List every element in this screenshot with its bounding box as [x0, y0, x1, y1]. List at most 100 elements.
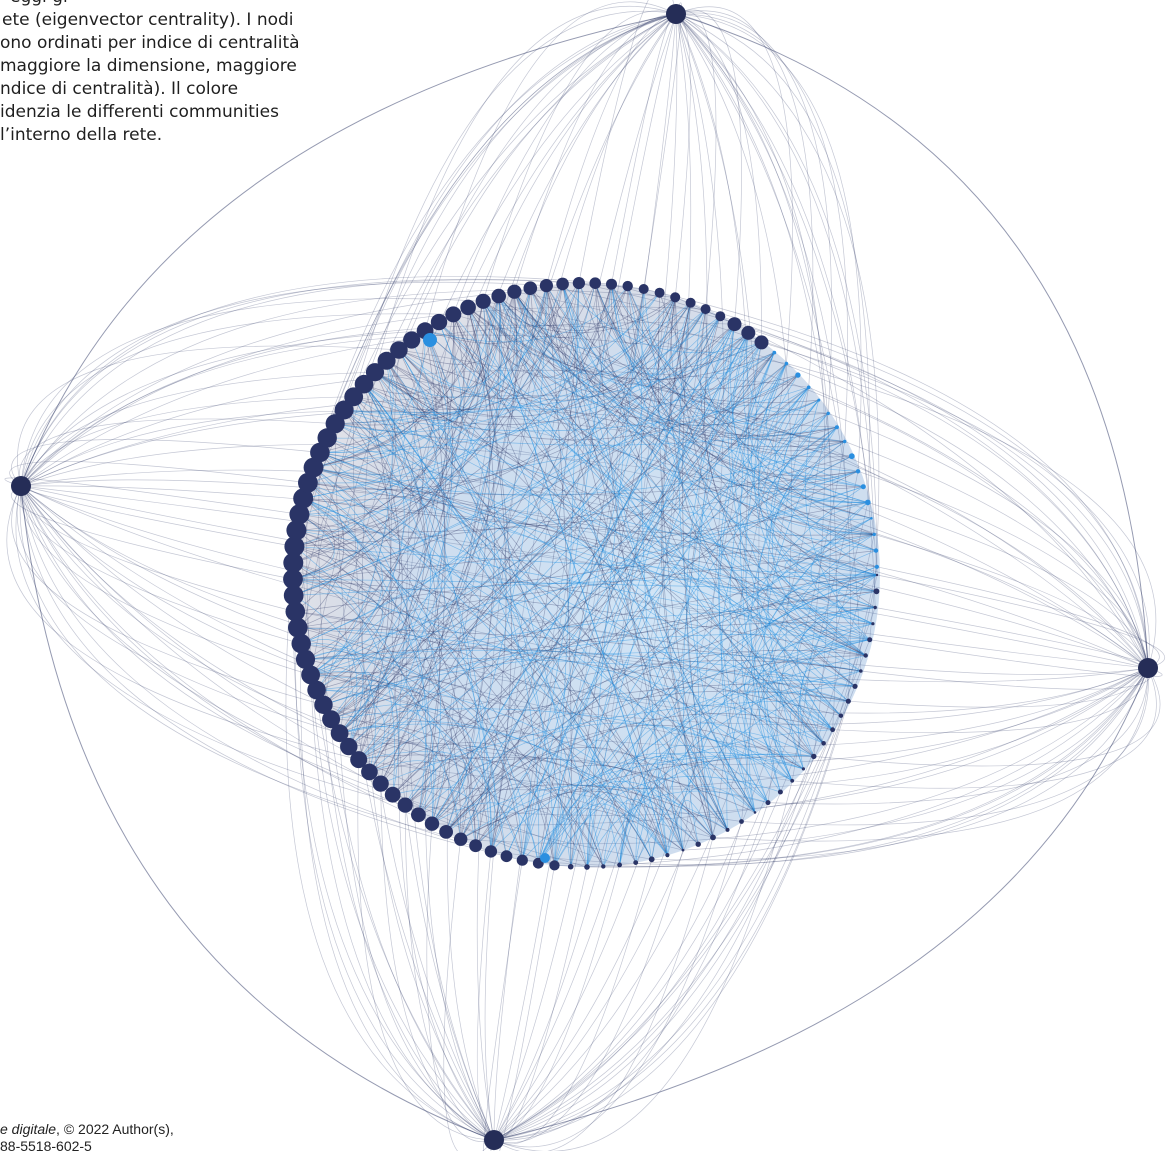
community-edge [771, 426, 861, 672]
network-node [727, 317, 742, 332]
community-edge [418, 330, 446, 815]
network-node [606, 278, 617, 290]
network-node [873, 548, 879, 553]
community-edge [339, 383, 426, 734]
community-edge [529, 288, 837, 437]
community-edge [305, 657, 856, 687]
community-edge [662, 302, 714, 838]
community-edge [460, 316, 721, 840]
community-edge [358, 754, 684, 851]
community-edge [319, 452, 476, 846]
hub-edge [353, 10, 677, 397]
community-edge [643, 288, 842, 716]
network-node [874, 564, 880, 569]
community-edge [718, 352, 775, 803]
hub-edge [339, 733, 495, 1141]
community-edge [392, 426, 838, 795]
network-node [617, 862, 622, 868]
hub-edge [307, 13, 677, 483]
community-edge [678, 302, 742, 822]
hub-edge [844, 441, 1149, 669]
community-edge [482, 301, 668, 856]
network-node [317, 428, 337, 448]
hub-edge [493, 837, 714, 1151]
network-node [838, 713, 844, 718]
community-edge [586, 793, 620, 868]
community-edge [323, 622, 873, 706]
community-edge [363, 374, 799, 441]
community-edge [627, 285, 876, 608]
community-edge [643, 756, 728, 860]
community-edge [635, 670, 861, 863]
hub-edge [20, 276, 612, 487]
hub-edge [876, 566, 1160, 669]
community-edge [424, 308, 706, 401]
community-edge [460, 352, 775, 840]
community-edge [765, 363, 868, 503]
community-edge [452, 314, 756, 813]
community-edge [295, 534, 875, 612]
hub-edge [869, 639, 1163, 677]
community-edge [294, 323, 735, 547]
hub-edge [675, 13, 878, 576]
hub-edge [11, 439, 320, 487]
community-edge [594, 283, 852, 457]
hub-edge [675, 13, 880, 640]
network-node [539, 279, 554, 293]
community-edge [594, 283, 872, 519]
hub-node-layer [11, 4, 1158, 1150]
community-edge [330, 296, 500, 720]
network-node [283, 552, 304, 573]
community-edge [335, 301, 491, 425]
community-edge [296, 529, 870, 641]
community-edge [445, 307, 496, 833]
hub-edge [4, 477, 300, 515]
community-edge [744, 518, 872, 813]
community-edge [506, 387, 809, 857]
community-edge [467, 307, 798, 390]
community-edge [498, 295, 856, 687]
community-edge [782, 574, 878, 656]
community-edge [514, 291, 864, 488]
community-edge [460, 754, 814, 840]
network-node [848, 453, 855, 460]
hub-edge [493, 729, 833, 1141]
community-edge [294, 546, 555, 866]
community-edge [358, 387, 809, 760]
community-edge [554, 387, 809, 866]
community-edge [327, 437, 814, 757]
network-node [372, 775, 389, 792]
community-edge [310, 308, 706, 676]
hub-edge [675, 10, 814, 388]
hub-edge [874, 534, 1149, 669]
community-edge [296, 498, 350, 531]
community-edge [562, 283, 728, 831]
community-edge [498, 285, 548, 327]
community-edge [386, 314, 456, 419]
hub-edge [20, 278, 579, 487]
community-edge [726, 623, 873, 830]
community-edge [292, 285, 547, 580]
community-edge [490, 332, 749, 852]
community-edge [380, 288, 531, 784]
community-edge [292, 578, 384, 676]
community-edge [482, 301, 668, 856]
community-edge [679, 302, 762, 397]
community-edge [674, 297, 838, 440]
community-edge [602, 753, 814, 867]
community-edge [319, 409, 391, 480]
community-edge [498, 295, 864, 488]
community-edge [380, 700, 849, 784]
community-edge [330, 297, 676, 720]
community-edge [380, 352, 775, 784]
community-edge [757, 639, 870, 757]
community-edge [452, 314, 684, 851]
community-edge [404, 751, 446, 824]
community-edge [721, 399, 820, 813]
community-edge [353, 396, 684, 851]
community-edge [299, 349, 437, 516]
network-node [397, 797, 413, 813]
community-edge [731, 332, 856, 687]
hub-edge [20, 485, 302, 645]
network-node [871, 622, 875, 626]
